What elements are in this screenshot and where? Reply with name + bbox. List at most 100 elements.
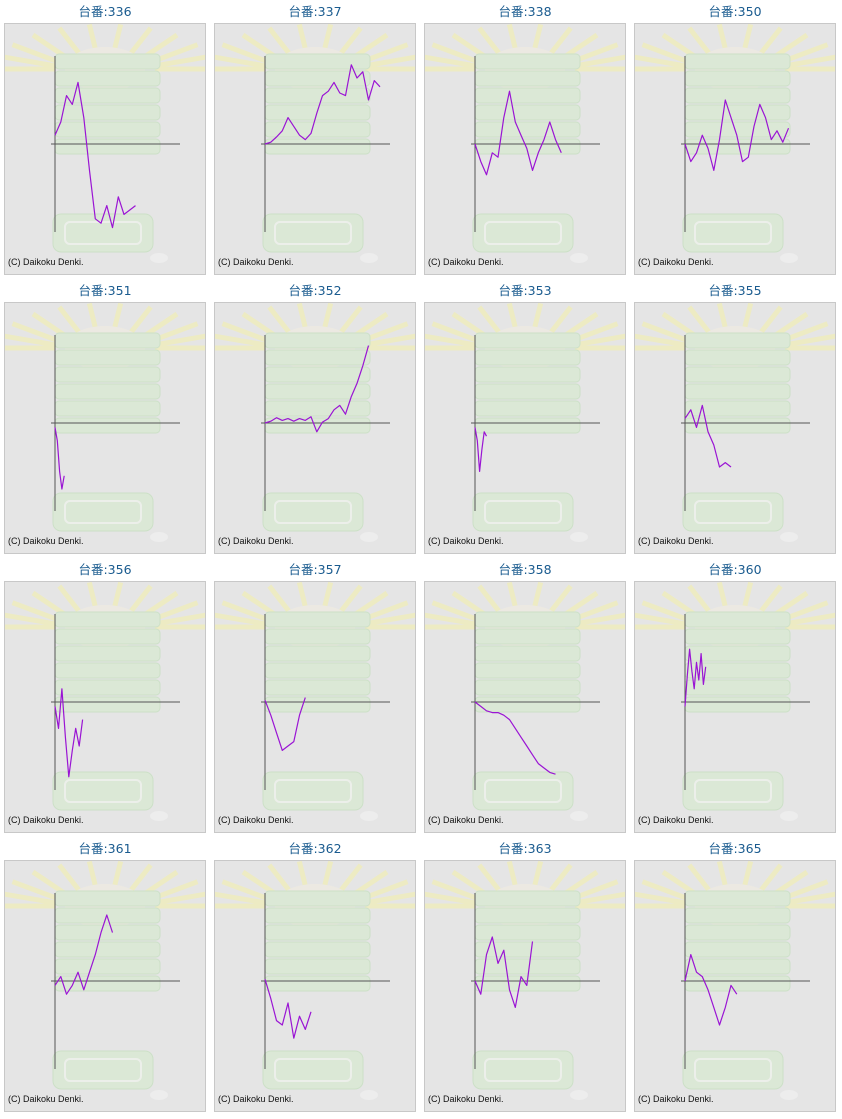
chart-title[interactable]: 台番:336 bbox=[78, 4, 132, 19]
box bbox=[264, 890, 371, 907]
background-illustration bbox=[5, 861, 205, 1100]
chart-cell: 台番:357 (C) Daikoku Denki. bbox=[210, 558, 420, 837]
box bbox=[684, 349, 791, 366]
chart-title[interactable]: 台番:363 bbox=[498, 841, 552, 856]
coin bbox=[570, 1090, 588, 1100]
tray-inner bbox=[484, 221, 562, 245]
line-chart: (C) Daikoku Denki. bbox=[425, 582, 625, 825]
coin bbox=[150, 811, 168, 821]
chart-title[interactable]: 台番:352 bbox=[288, 283, 342, 298]
chart-title[interactable]: 台番:356 bbox=[78, 562, 132, 577]
box bbox=[264, 611, 371, 628]
box bbox=[264, 645, 371, 662]
box bbox=[264, 924, 371, 941]
series-line bbox=[54, 427, 65, 490]
copyright-text: (C) Daikoku Denki. bbox=[8, 1094, 84, 1104]
box bbox=[474, 400, 581, 417]
box bbox=[264, 958, 371, 975]
ray bbox=[152, 891, 205, 906]
copyright-text: (C) Daikoku Denki. bbox=[218, 536, 294, 546]
series-line bbox=[264, 979, 312, 1039]
tray bbox=[682, 1050, 784, 1090]
tray-inner bbox=[484, 500, 562, 524]
box bbox=[264, 696, 371, 713]
series-line bbox=[54, 914, 114, 995]
box bbox=[684, 53, 791, 70]
background-illustration bbox=[635, 303, 835, 542]
series-line bbox=[474, 427, 488, 472]
ray bbox=[152, 54, 205, 69]
series-line bbox=[264, 697, 306, 751]
chart-title[interactable]: 台番:365 bbox=[708, 841, 762, 856]
series-line bbox=[54, 81, 136, 229]
chart-title[interactable]: 台番:350 bbox=[708, 4, 762, 19]
box bbox=[684, 958, 791, 975]
box bbox=[474, 70, 581, 87]
tray-inner bbox=[694, 779, 772, 803]
tray bbox=[682, 492, 784, 532]
ray bbox=[425, 612, 478, 627]
chart-frame: (C) Daikoku Denki. bbox=[634, 581, 836, 833]
chart-title[interactable]: 台番:351 bbox=[78, 283, 132, 298]
coin bbox=[150, 1090, 168, 1100]
line-chart: (C) Daikoku Denki. bbox=[215, 861, 415, 1104]
box bbox=[474, 907, 581, 924]
box bbox=[474, 383, 581, 400]
box bbox=[684, 924, 791, 941]
coin bbox=[360, 811, 378, 821]
chart-title[interactable]: 台番:360 bbox=[708, 562, 762, 577]
ray bbox=[782, 612, 835, 627]
background-illustration bbox=[425, 24, 625, 263]
tray bbox=[262, 771, 364, 811]
box bbox=[474, 645, 581, 662]
box bbox=[264, 70, 371, 87]
chart-cell: 台番:338 (C) Daikoku Denki. bbox=[420, 0, 630, 279]
ray bbox=[152, 612, 205, 627]
chart-cell: 台番:360 (C) Daikoku Denki. bbox=[630, 558, 840, 837]
coin bbox=[780, 253, 798, 263]
box bbox=[54, 87, 161, 104]
tray-inner bbox=[64, 779, 142, 803]
chart-title[interactable]: 台番:361 bbox=[78, 841, 132, 856]
tray bbox=[682, 213, 784, 253]
box bbox=[684, 70, 791, 87]
box bbox=[54, 662, 161, 679]
chart-cell: 台番:336 (C) Daikoku Denki. bbox=[0, 0, 210, 279]
tray bbox=[262, 1050, 364, 1090]
tray-inner bbox=[484, 779, 562, 803]
chart-title[interactable]: 台番:353 bbox=[498, 283, 552, 298]
tray bbox=[52, 771, 154, 811]
series-line bbox=[684, 648, 707, 707]
chart-title[interactable]: 台番:357 bbox=[288, 562, 342, 577]
series-line bbox=[54, 688, 84, 778]
chart-title[interactable]: 台番:337 bbox=[288, 4, 342, 19]
box bbox=[264, 53, 371, 70]
line-chart: (C) Daikoku Denki. bbox=[425, 24, 625, 267]
chart-title[interactable]: 台番:358 bbox=[498, 562, 552, 577]
line-chart: (C) Daikoku Denki. bbox=[5, 861, 205, 1104]
background-illustration bbox=[215, 582, 415, 821]
box bbox=[474, 958, 581, 975]
box bbox=[54, 104, 161, 121]
box bbox=[54, 645, 161, 662]
box bbox=[264, 975, 371, 992]
tray bbox=[52, 213, 154, 253]
coin bbox=[150, 532, 168, 542]
box bbox=[684, 662, 791, 679]
tray bbox=[682, 771, 784, 811]
chart-title[interactable]: 台番:338 bbox=[498, 4, 552, 19]
chart-cell: 台番:362 (C) Daikoku Denki. bbox=[210, 837, 420, 1116]
box bbox=[474, 924, 581, 941]
series-line bbox=[474, 90, 562, 176]
chart-title[interactable]: 台番:355 bbox=[708, 283, 762, 298]
coin bbox=[780, 811, 798, 821]
chart-cell: 台番:363 (C) Daikoku Denki. bbox=[420, 837, 630, 1116]
box bbox=[54, 628, 161, 645]
chart-title[interactable]: 台番:362 bbox=[288, 841, 342, 856]
series-line bbox=[684, 404, 732, 468]
box bbox=[684, 383, 791, 400]
box bbox=[264, 138, 371, 155]
series-line bbox=[264, 64, 381, 145]
tray-inner bbox=[274, 500, 352, 524]
background-illustration bbox=[5, 24, 205, 263]
